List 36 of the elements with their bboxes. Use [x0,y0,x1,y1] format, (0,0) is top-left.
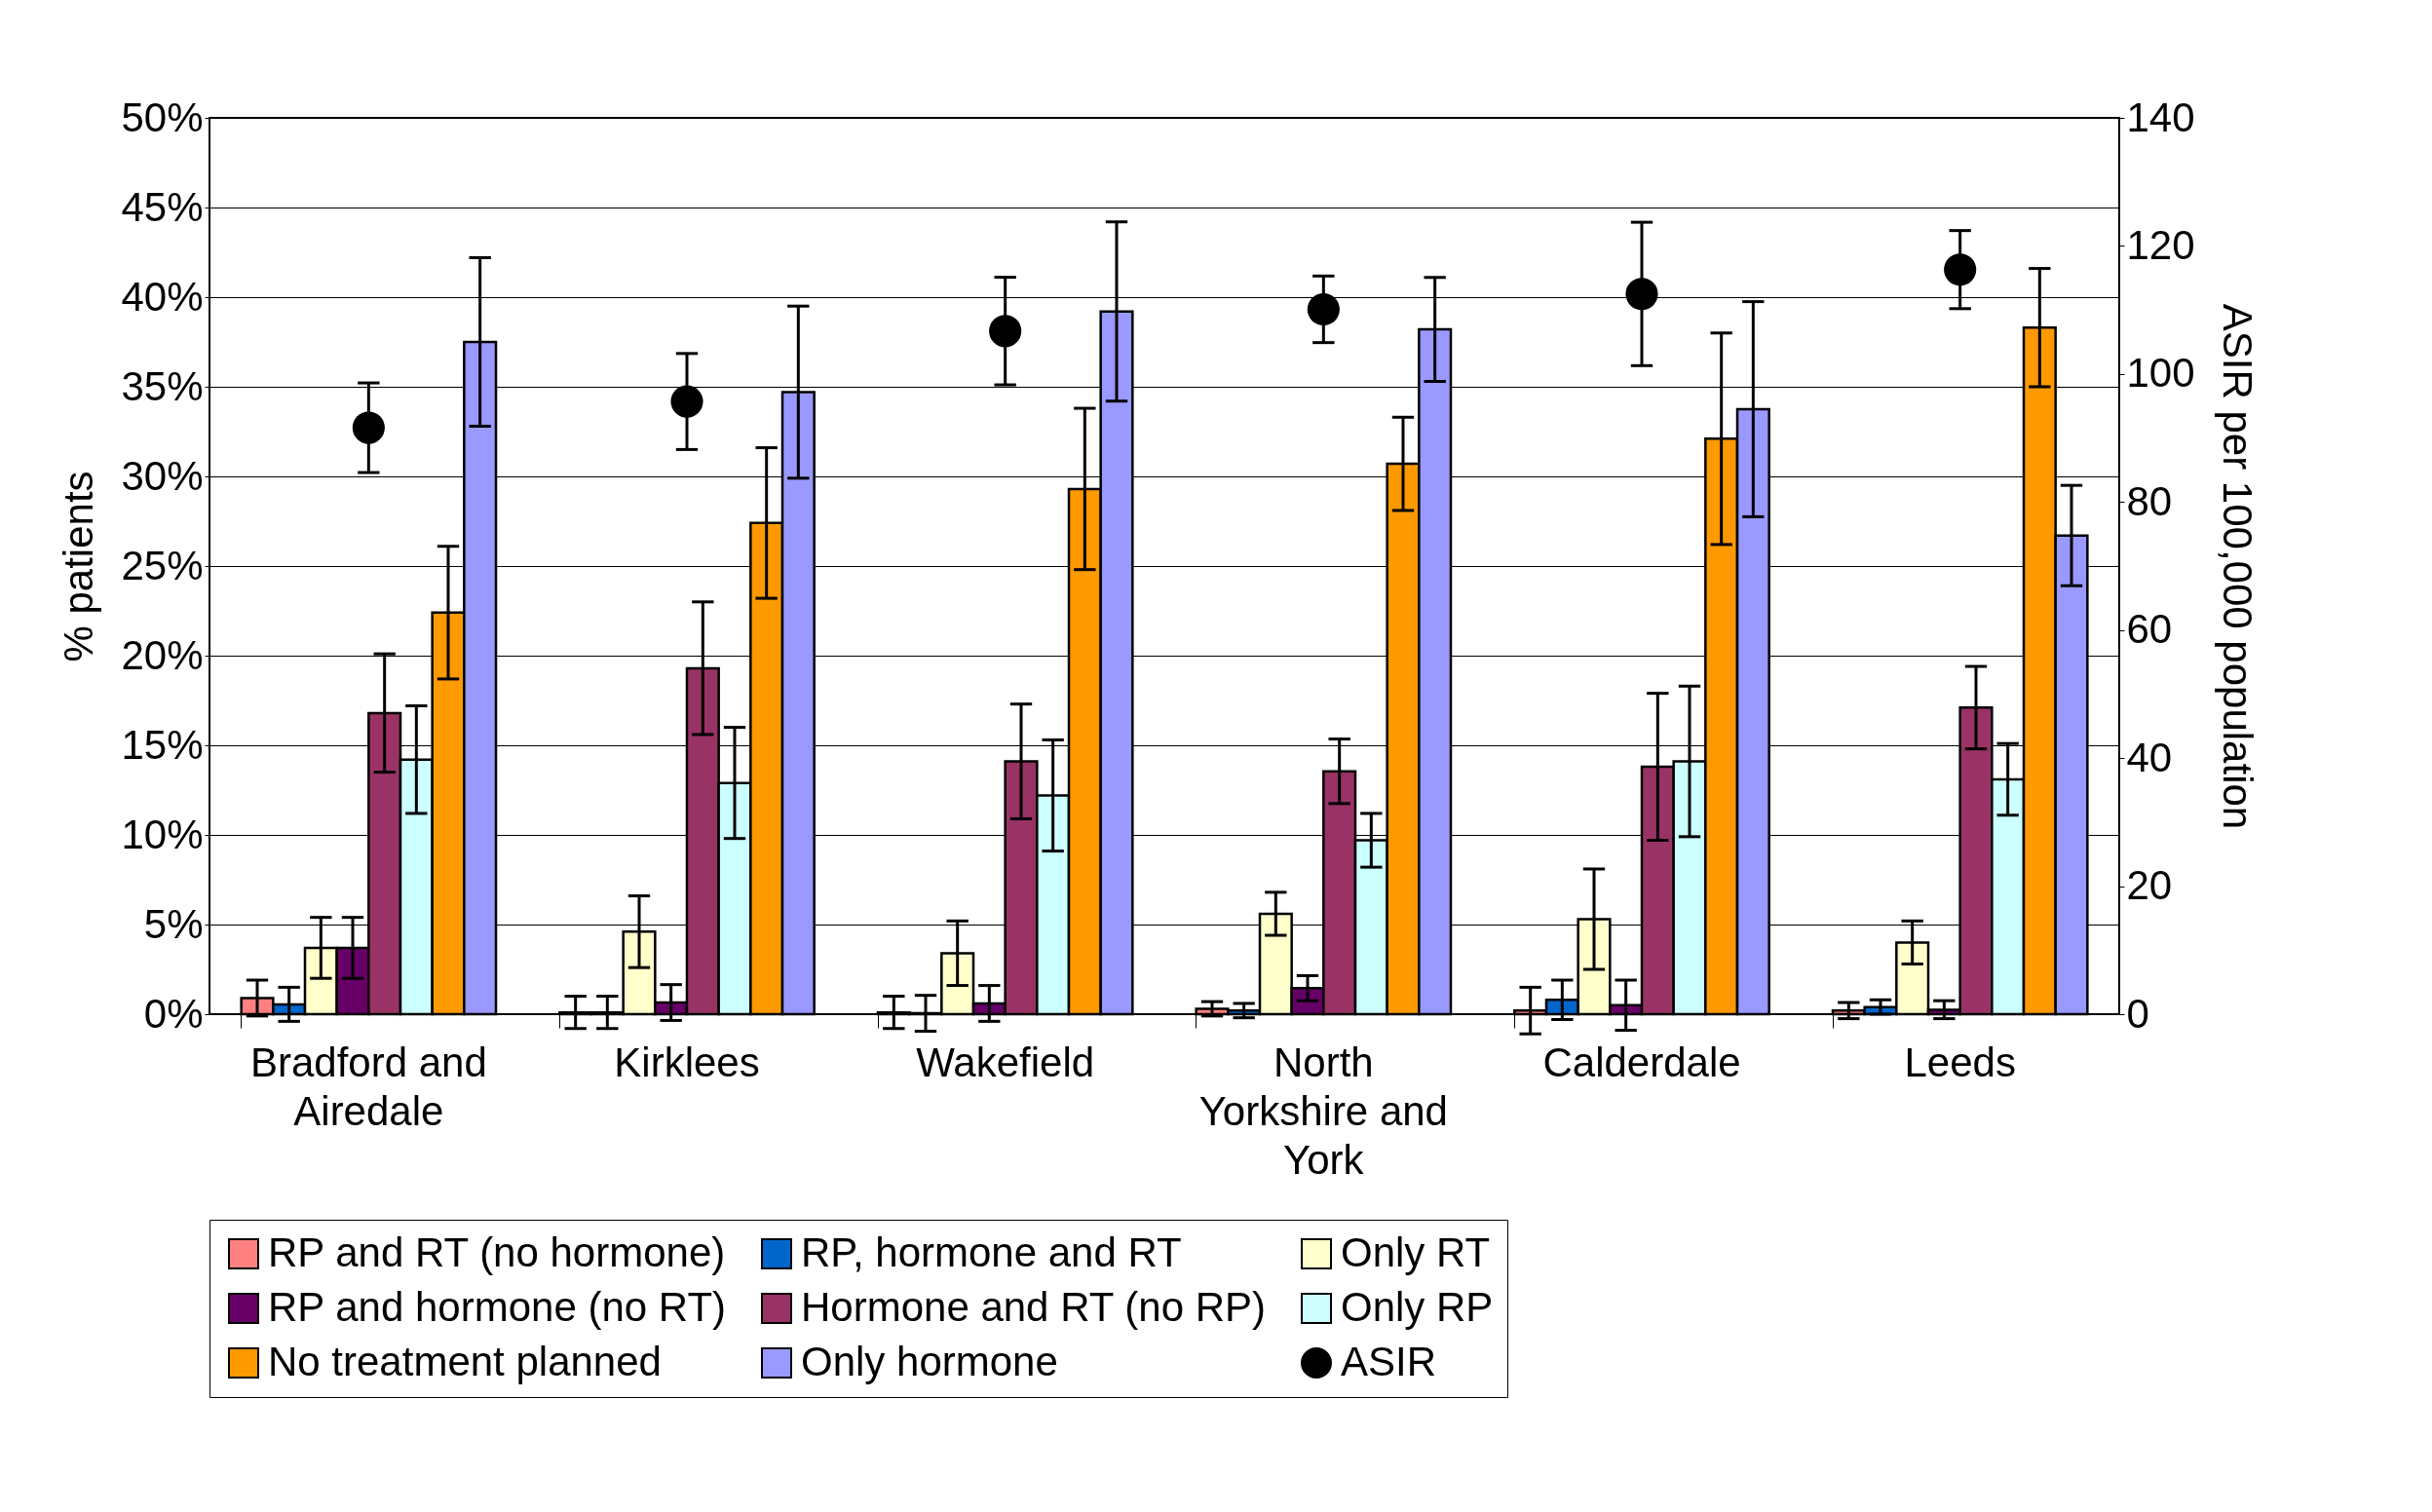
y2-tick-label: 40 [2126,734,2173,780]
y2-tick-label: 140 [2126,94,2195,140]
y2-tick-label: 80 [2126,477,2173,524]
y2-tick-label: 60 [2126,606,2173,653]
legend-label: Only hormone [801,1339,1058,1384]
y-tick-label: 0% [143,990,204,1037]
y-tick-label: 5% [143,900,204,947]
y-tick-label: 35% [121,362,204,409]
y-tick-label: 10% [121,811,204,857]
y-tick-label: 25% [121,542,204,588]
y-tick-label: 40% [121,273,204,320]
y2-tick-label: 100 [2126,350,2195,397]
y-tick-label: 50% [121,94,204,140]
y-tick-label: 45% [121,183,204,230]
y-axis-title: % patients [56,471,102,662]
x-tick-label: Wakefield [916,1039,1095,1085]
y2-tick-label: 120 [2126,221,2195,268]
x-tick-label: Calderdale [1542,1039,1741,1085]
x-tick-label: Bradford and Airedale [249,1039,487,1134]
y2-tick-label: 20 [2126,862,2173,909]
legend-label: Only RP [1341,1284,1494,1330]
x-tick-label: Leeds [1904,1039,2016,1085]
legend-label: Hormone and RT (no RP) [801,1284,1266,1330]
legend-label: ASIR [1341,1339,1437,1384]
legend-label: Only RT [1341,1229,1491,1275]
x-tick-label: Kirklees [614,1039,760,1085]
legend-label: RP and hormone (no RT) [268,1284,727,1330]
y2-tick-label: 0 [2126,990,2149,1037]
legend-label: RP and RT (no hormone) [268,1229,726,1275]
legend-label: RP, hormone and RT [801,1229,1182,1275]
y-tick-label: 30% [121,452,204,499]
y-tick-label: 15% [121,721,204,768]
y2-axis-title: ASIR per 100,000 population [2214,303,2261,830]
y-tick-label: 20% [121,631,204,678]
legend-label: No treatment planned [268,1339,662,1384]
x-tick-label: North Yorkshire and York [1198,1039,1448,1183]
